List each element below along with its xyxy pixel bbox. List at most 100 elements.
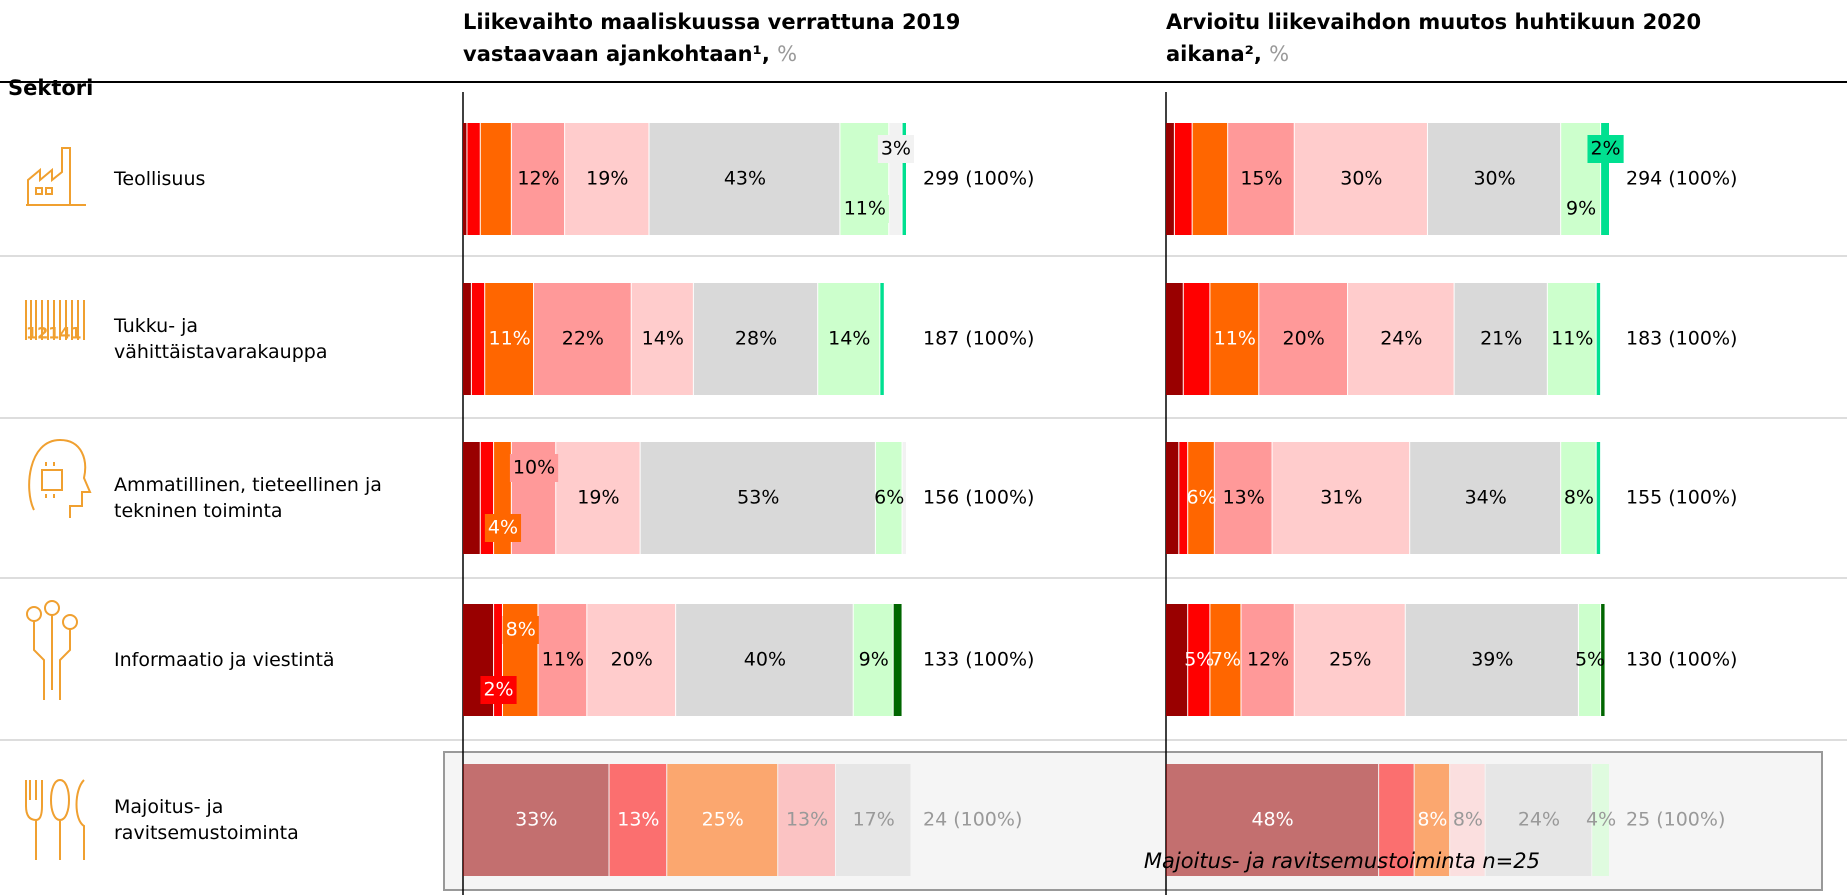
bar-segment — [1241, 604, 1294, 716]
bar-segment — [1405, 604, 1578, 716]
sector-label: Teollisuus — [114, 168, 206, 190]
bar-segment — [667, 764, 778, 876]
bar-segment — [463, 764, 609, 876]
bar-segment — [1188, 442, 1214, 554]
bar-segment — [893, 604, 902, 716]
value-label: 30% — [1473, 168, 1515, 190]
value-label: 14% — [642, 328, 684, 350]
value-label: 22% — [562, 328, 604, 350]
value-label: 24% — [1518, 809, 1560, 831]
bar-segment — [1188, 604, 1210, 716]
bar-segment — [902, 442, 906, 554]
bar-segment — [1427, 123, 1561, 235]
bar-segment — [875, 442, 902, 554]
value-label: 19% — [586, 168, 628, 190]
value-label: 28% — [735, 328, 777, 350]
sector-label: Majoitus- ja ravitsemustoiminta — [114, 796, 299, 844]
bar-segment — [1228, 123, 1294, 235]
bar-segment — [649, 123, 840, 235]
bar-segment — [1601, 123, 1609, 235]
bar-segment — [485, 283, 534, 395]
label-box — [1563, 195, 1600, 223]
total-label: 299 (100%) — [923, 168, 1034, 190]
label-box — [840, 195, 889, 223]
value-label: 25% — [702, 809, 744, 831]
bar-segment — [463, 123, 467, 235]
value-label: 5% — [1184, 649, 1214, 671]
bar-segment — [480, 123, 511, 235]
value-label: 7% — [1211, 649, 1241, 671]
sector-label: Informaatio ja viestintä — [114, 649, 335, 671]
bar-segment — [587, 604, 676, 716]
value-label: 15% — [1240, 168, 1282, 190]
row-separators — [0, 255, 1847, 741]
bar-segment — [534, 283, 631, 395]
total-label: 24 (100%) — [923, 809, 1022, 831]
value-label: 33% — [515, 809, 557, 831]
bar-segment — [1183, 283, 1210, 395]
value-label: 53% — [737, 487, 779, 509]
value-label: 48% — [1251, 809, 1293, 831]
value-label: 25% — [1329, 649, 1371, 671]
chart-title: Arvioitu liikevaihdon muutos huhtikuun 2… — [1166, 6, 1766, 70]
value-label: 21% — [1480, 328, 1522, 350]
value-label: 39% — [1471, 649, 1513, 671]
bar-segment — [1166, 283, 1183, 395]
value-label: 20% — [1283, 328, 1325, 350]
bar-segment — [463, 442, 480, 554]
sector-icons — [25, 147, 92, 860]
bar-segment — [880, 283, 884, 395]
header: Sektori — [8, 76, 94, 100]
bar-segment — [471, 283, 485, 395]
bar-segment — [1210, 604, 1241, 716]
title-unit: % — [777, 42, 798, 66]
bar-segment — [463, 283, 471, 395]
total-label: 155 (100%) — [1626, 487, 1737, 509]
bar-segment — [1410, 442, 1561, 554]
label-box — [1587, 135, 1624, 163]
bar-segment — [1454, 283, 1547, 395]
total-label: 133 (100%) — [923, 649, 1034, 671]
total-label: 130 (100%) — [1626, 649, 1737, 671]
value-label: 14% — [828, 328, 870, 350]
label-box — [480, 676, 517, 704]
value-label: 5% — [1575, 649, 1605, 671]
value-label: 9% — [1566, 198, 1596, 220]
value-label: 11% — [542, 649, 584, 671]
value-label: 8% — [506, 619, 536, 641]
value-label: 13% — [1223, 487, 1265, 509]
value-label: 43% — [724, 168, 766, 190]
value-label: 9% — [859, 649, 889, 671]
value-label: 19% — [577, 487, 619, 509]
value-label: 40% — [744, 649, 786, 671]
bar-segment — [640, 442, 875, 554]
bar-segment — [1592, 764, 1609, 876]
total-label: 25 (100%) — [1626, 809, 1725, 831]
bar-segment — [1166, 604, 1188, 716]
title-text: Arvioitu liikevaihdon muutos huhtikuun 2… — [1166, 10, 1702, 66]
bar-segment — [1210, 283, 1259, 395]
bar-segment — [1294, 123, 1427, 235]
bar-segment — [1259, 283, 1348, 395]
value-label: 13% — [617, 809, 659, 831]
bar-segment — [1174, 123, 1192, 235]
label-box — [877, 135, 914, 163]
bar-segment — [1166, 123, 1174, 235]
sector-label: Tukku- ja vähittäistavarakauppa — [114, 315, 328, 363]
bar-segment — [494, 604, 502, 716]
value-label: 13% — [786, 809, 828, 831]
bar-segment — [1601, 604, 1605, 716]
note: Majoitus- ja ravitsemustoiminta n=25 — [1143, 849, 1540, 873]
title-unit: % — [1269, 42, 1290, 66]
value-label: 8% — [1564, 487, 1594, 509]
title-text: Liikevaihto maaliskuussa verrattuna 2019… — [463, 10, 961, 66]
value-label: 2% — [1590, 138, 1620, 160]
bar-segment — [1596, 283, 1601, 395]
value-label: 4% — [1586, 809, 1616, 831]
total-label: 294 (100%) — [1626, 168, 1737, 190]
bar-segment — [835, 764, 911, 876]
value-label: 31% — [1320, 487, 1362, 509]
value-label: 24% — [1380, 328, 1422, 350]
